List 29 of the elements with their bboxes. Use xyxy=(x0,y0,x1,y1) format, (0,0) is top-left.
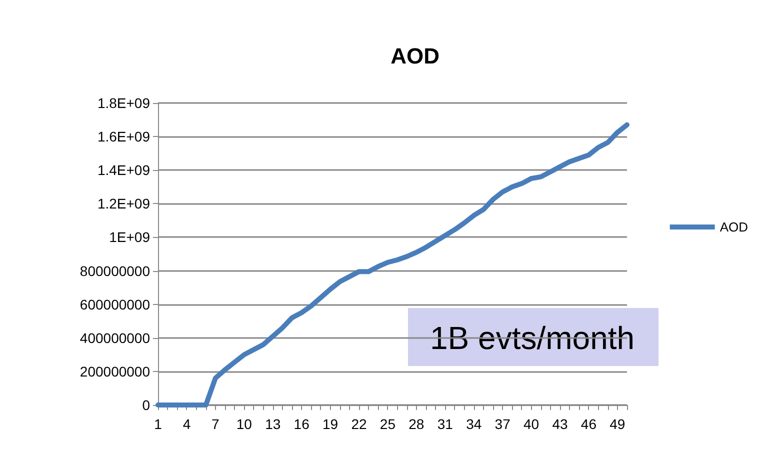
y-tick-label: 1.2E+09 xyxy=(97,196,150,212)
x-tick-label: 28 xyxy=(408,416,424,432)
x-tick-label: 10 xyxy=(236,416,252,432)
x-tick-label: 7 xyxy=(212,416,220,432)
y-tick-label: 1.8E+09 xyxy=(97,95,150,111)
x-tick-label: 46 xyxy=(580,416,597,432)
y-tick-label: 1.6E+09 xyxy=(97,128,150,145)
x-tick-label: 4 xyxy=(182,416,191,432)
x-tick-label: 25 xyxy=(380,416,396,432)
y-tick-label: 800000000 xyxy=(80,262,150,279)
x-tick-label: 37 xyxy=(494,416,511,432)
y-tick-label: 200000000 xyxy=(80,363,150,380)
y-tick-label: 600000000 xyxy=(80,296,150,312)
x-tick-label: 43 xyxy=(552,416,568,432)
x-tick-label: 34 xyxy=(466,416,482,432)
y-tick-label: 1.4E+09 xyxy=(97,162,150,178)
x-tick-label: 31 xyxy=(437,416,454,432)
y-tick-label: 1E+09 xyxy=(109,229,150,246)
x-tick-label: 40 xyxy=(523,416,540,432)
chart-title: AOD xyxy=(390,44,440,68)
x-tick-label: 19 xyxy=(322,416,338,432)
legend-label: AOD xyxy=(720,220,748,234)
x-tick-label: 16 xyxy=(294,416,310,432)
x-tick-label: 13 xyxy=(265,416,281,432)
x-tick-label: 49 xyxy=(610,416,626,432)
y-tick-label: 400000000 xyxy=(80,330,150,346)
y-tick-label: 0 xyxy=(142,397,150,413)
x-tick-label: 22 xyxy=(351,416,367,432)
x-tick-label: 1 xyxy=(154,416,162,432)
